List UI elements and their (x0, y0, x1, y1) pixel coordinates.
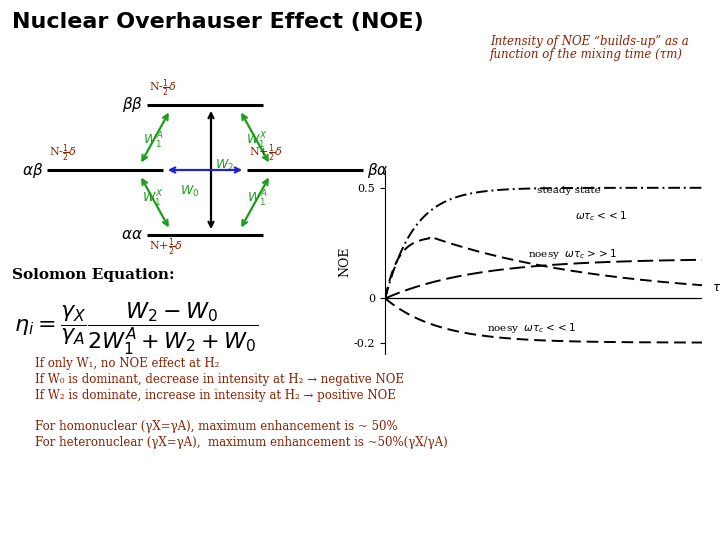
Text: $W_0$: $W_0$ (180, 184, 199, 199)
Text: If W₂ is dominate, increase in intensity at H₂ → positive NOE: If W₂ is dominate, increase in intensity… (35, 389, 396, 402)
Text: $\tau_m$: $\tau_m$ (711, 283, 720, 296)
Text: $W_1^A$: $W_1^A$ (143, 131, 163, 151)
Text: N+$\frac{1}{2}\delta$: N+$\frac{1}{2}\delta$ (149, 237, 183, 259)
Text: N-$\frac{1}{2}\delta$: N-$\frac{1}{2}\delta$ (149, 78, 177, 99)
Text: $W_1^X$: $W_1^X$ (143, 189, 163, 210)
Text: noesy  $\omega\tau_c >> 1$: noesy $\omega\tau_c >> 1$ (528, 247, 617, 261)
Y-axis label: NOE: NOE (338, 247, 351, 277)
Text: Solomon Equation:: Solomon Equation: (12, 268, 175, 282)
Text: $\omega\tau_c << 1$: $\omega\tau_c << 1$ (575, 210, 628, 224)
Text: steady state: steady state (537, 186, 601, 194)
Text: $W_1^X$: $W_1^X$ (246, 131, 268, 151)
Text: If only W₁, no NOE effect at H₂: If only W₁, no NOE effect at H₂ (35, 357, 220, 370)
Text: If W₀ is dominant, decrease in intensity at H₂ → negative NOE: If W₀ is dominant, decrease in intensity… (35, 373, 404, 386)
Text: a function of all the relaxation pathways: a function of all the relaxation pathway… (385, 306, 626, 319)
Text: $W_2$: $W_2$ (215, 158, 234, 173)
Text: Steady-state NOE enhancement at spin A is: Steady-state NOE enhancement at spin A i… (385, 292, 647, 305)
Text: $\beta\alpha$: $\beta\alpha$ (367, 160, 389, 179)
Text: N-$\frac{1}{2}\delta$: N-$\frac{1}{2}\delta$ (49, 143, 77, 164)
Text: For homonuclear (γX=γA), maximum enhancement is ~ 50%: For homonuclear (γX=γA), maximum enhance… (35, 420, 397, 433)
Text: noesy  $\omega\tau_c << 1$: noesy $\omega\tau_c << 1$ (487, 321, 576, 335)
Text: $\eta_i = \dfrac{\gamma_X}{\gamma_A} \dfrac{W_2 - W_0}{2W_1^A + W_2 + W_0}$: $\eta_i = \dfrac{\gamma_X}{\gamma_A} \df… (14, 301, 258, 356)
Text: Intensity of NOE “builds-up” as a: Intensity of NOE “builds-up” as a (490, 35, 689, 48)
Text: N+$\frac{1}{2}\delta$: N+$\frac{1}{2}\delta$ (249, 143, 283, 164)
Text: $\alpha\beta$: $\alpha\beta$ (22, 160, 43, 179)
Text: Nuclear Overhauser Effect (NOE): Nuclear Overhauser Effect (NOE) (12, 12, 424, 32)
Text: $W_1^A$: $W_1^A$ (247, 189, 267, 210)
Text: function of the mixing time (τm): function of the mixing time (τm) (490, 48, 683, 61)
Text: For heteronuclear (γX=γA),  maximum enhancement is ~50%(γX/γA): For heteronuclear (γX=γA), maximum enhan… (35, 436, 448, 449)
Text: $\alpha\alpha$: $\alpha\alpha$ (121, 228, 143, 242)
Text: $\beta\beta$: $\beta\beta$ (122, 96, 143, 114)
